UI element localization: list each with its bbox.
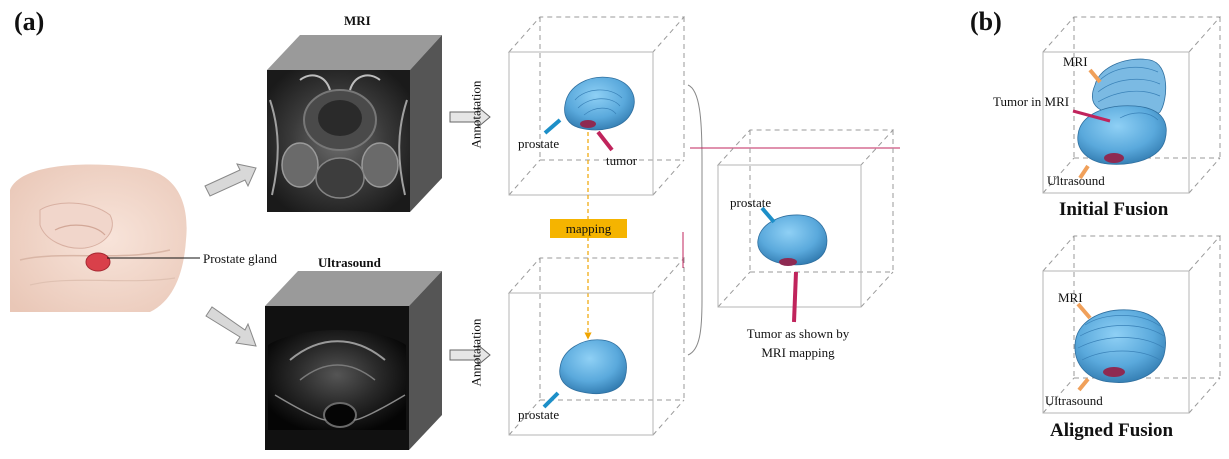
dashed-cube-aligned bbox=[1041, 235, 1222, 414]
prostate-gland-shape bbox=[85, 252, 111, 272]
prostate-gland-label: Prostate gland bbox=[203, 251, 278, 266]
prostate-shape-bottom bbox=[559, 339, 627, 395]
dashed-cube-bottom bbox=[507, 257, 686, 436]
tumor-label-top: tumor bbox=[606, 153, 638, 168]
annotation-arrow-top bbox=[449, 105, 491, 129]
ultrasound-pointer-initial bbox=[1078, 164, 1090, 180]
dashed-cube-top bbox=[507, 16, 686, 196]
initial-fusion-shapes bbox=[1077, 58, 1167, 165]
anatomy-illustration bbox=[10, 164, 200, 312]
tumor-result-line2: MRI mapping bbox=[761, 345, 835, 360]
annotation-arrow-bottom bbox=[449, 343, 491, 367]
aligned-mri-label: MRI bbox=[1058, 290, 1083, 305]
mri-pointer-aligned bbox=[1076, 302, 1092, 320]
bracket-connector bbox=[687, 84, 703, 356]
tumor-pointer-initial bbox=[1072, 109, 1111, 123]
ultrasound-cube bbox=[265, 271, 442, 450]
prostate-label-top: prostate bbox=[518, 136, 560, 151]
mapping-box bbox=[550, 219, 627, 238]
tumor-result-line1: Tumor as shown by bbox=[746, 326, 850, 341]
prostate-shape-result bbox=[757, 214, 828, 266]
prostate-pointer-result bbox=[760, 206, 776, 224]
prostate-pointer-top bbox=[543, 118, 562, 135]
dashed-cube-result bbox=[716, 129, 895, 308]
ultrasound-pointer-aligned bbox=[1077, 377, 1090, 392]
aligned-ultrasound-label: Ultrasound bbox=[1045, 393, 1103, 408]
initial-ultrasound-label: Ultrasound bbox=[1047, 173, 1105, 188]
mri-cube bbox=[267, 35, 442, 212]
panel-b-label: (b) bbox=[970, 7, 1002, 36]
mri-pointer-initial bbox=[1088, 68, 1102, 84]
block-arrow-to-ultrasound bbox=[205, 306, 257, 347]
prostate-shape-top bbox=[564, 76, 635, 131]
initial-mri-label: MRI bbox=[1063, 54, 1088, 69]
block-arrow-to-mri bbox=[204, 163, 257, 197]
initial-tumor-label: Tumor in MRI bbox=[993, 94, 1070, 109]
annotation-label-bottom: Annotatation bbox=[468, 318, 484, 387]
prostate-pointer-bottom bbox=[542, 391, 560, 409]
aligned-fusion-title: Aligned Fusion bbox=[1050, 420, 1174, 441]
tumor-pointer-result bbox=[792, 271, 798, 323]
tumor-pointer-top bbox=[596, 130, 614, 152]
mapping-label: mapping bbox=[565, 221, 612, 236]
annotation-label-top: Annotatation bbox=[468, 80, 484, 149]
ultrasound-heading: Ultrasound bbox=[318, 255, 381, 270]
prostate-label-result: prostate bbox=[730, 195, 772, 210]
prostate-label-bottom: prostate bbox=[518, 407, 560, 422]
tumor-shape-result bbox=[779, 258, 797, 266]
initial-fusion-title: Initial Fusion bbox=[1059, 199, 1169, 220]
panel-a-label: (a) bbox=[14, 7, 45, 36]
mri-heading: MRI bbox=[344, 13, 371, 28]
aligned-fusion-shapes bbox=[1074, 309, 1166, 383]
tumor-shape-top bbox=[580, 120, 596, 128]
